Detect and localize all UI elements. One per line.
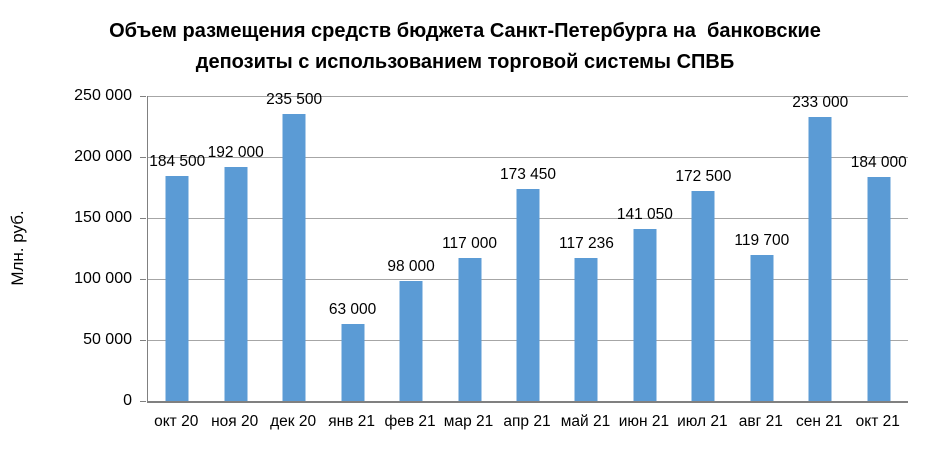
bar-value-label: 235 500	[266, 90, 323, 108]
bar-value-label: 98 000	[387, 258, 435, 276]
bar-value-label: 117 000	[442, 235, 497, 253]
bar-сен-21	[808, 116, 832, 401]
bar-ноя-20	[224, 166, 248, 401]
x-axis-label: ноя 20	[211, 413, 259, 430]
bar-slot: 192 000	[206, 96, 264, 401]
chart-title-line-2: депозиты с использованием торговой систе…	[195, 51, 735, 73]
gridline	[148, 96, 908, 97]
y-tick-label: 250 000	[74, 87, 132, 104]
y-tick-label: 150 000	[74, 209, 132, 226]
bar-value-label: 192 000	[207, 143, 264, 161]
y-axis-title-text: Млн. руб.	[8, 210, 27, 286]
bar-value-label: 233 000	[792, 93, 849, 111]
bar-окт-21	[867, 176, 891, 401]
y-axis-tick	[140, 96, 146, 97]
chart-title: Объем размещения средств бюджета Санкт-П…	[0, 16, 930, 78]
x-axis-label: дек 20	[270, 413, 317, 430]
bar-slot: 172 500	[674, 96, 732, 401]
bar-фев-21	[399, 281, 423, 401]
x-axis-label: сен 21	[796, 413, 843, 430]
bar-slot: 141 050	[616, 96, 674, 401]
bar-slot: 117 000	[440, 96, 498, 401]
bar-slot: 233 000	[791, 93, 849, 401]
x-axis-label: окт 21	[855, 413, 900, 430]
plot-area: 184 500 192 000 235 500 63 000 98 000 117 000…	[147, 91, 908, 403]
y-tick-label: 0	[123, 392, 132, 409]
bar-value-label: 184 000	[850, 153, 907, 171]
y-axis-tick	[140, 401, 146, 402]
x-axis-label: янв 21	[328, 413, 375, 430]
bar-slot: 173 450	[499, 96, 557, 401]
gridline	[148, 157, 908, 158]
bar-value-label: 173 450	[499, 166, 556, 184]
bar-май-21	[574, 257, 598, 401]
y-axis-tick	[140, 157, 146, 158]
bar-июн-21	[633, 228, 657, 401]
bar-апр-21	[516, 189, 540, 401]
x-axis-label: авг 21	[738, 413, 783, 430]
bar-мар-21	[458, 258, 482, 401]
bar-slot: 119 700	[733, 96, 791, 401]
bar-дек-20	[282, 113, 306, 401]
bar-авг-21	[750, 254, 774, 401]
y-axis-tick	[140, 279, 146, 280]
bar-slot: 184 500	[148, 96, 206, 401]
x-axis-label: апр 21	[503, 413, 551, 430]
bar-slot: 235 500	[265, 91, 323, 401]
x-axis-label: май 21	[560, 413, 611, 430]
y-axis-tick	[140, 340, 146, 341]
x-axis-label: фев 21	[384, 413, 436, 430]
bar-value-label: 141 050	[616, 205, 673, 223]
bar-value-label: 63 000	[328, 301, 377, 319]
x-axis-label: июл 21	[677, 413, 728, 430]
x-axis-label: июн 21	[618, 413, 670, 430]
y-tick-label: 100 000	[74, 270, 132, 287]
bar-окт-20	[165, 175, 189, 401]
bar-янв-21	[341, 324, 365, 401]
bar-июл-21	[691, 190, 715, 401]
bar-slot: 63 000	[323, 96, 381, 401]
y-tick-label: 200 000	[74, 148, 132, 165]
bar-slot: 98 000	[382, 96, 440, 401]
bar-value-label: 172 500	[675, 167, 732, 185]
x-axis-label: мар 21	[443, 413, 494, 430]
bar-value-label: 117 236	[558, 234, 614, 252]
bar-slot: 117 236	[557, 96, 615, 401]
x-axis-label: окт 20	[154, 413, 199, 430]
bar-slot: 184 000	[850, 96, 908, 401]
y-tick-label: 50 000	[83, 331, 132, 348]
y-axis-tick	[140, 218, 146, 219]
bar-value-label: 119 700	[734, 231, 790, 249]
chart-title-line-1: Объем размещения средств бюджета Санкт-П…	[109, 20, 821, 42]
bar-value-label: 184 500	[149, 152, 206, 170]
